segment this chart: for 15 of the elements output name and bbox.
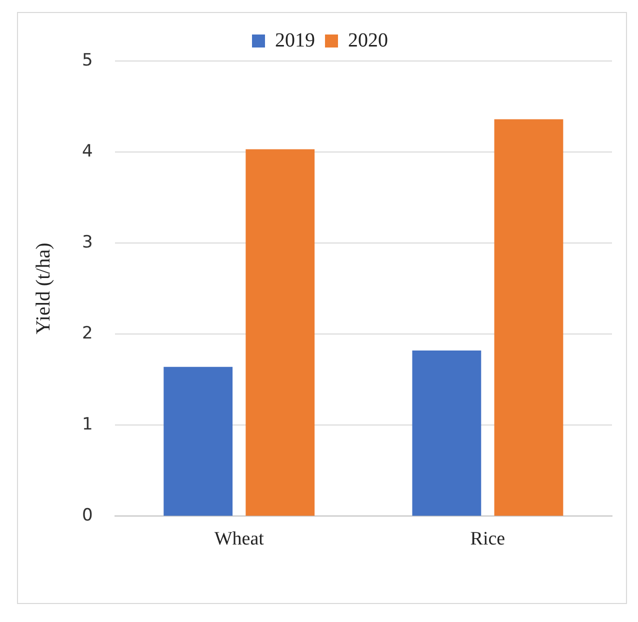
- y-tick-label: 2: [82, 324, 93, 344]
- y-tick-label: 0: [82, 506, 93, 526]
- y-tick-label: 1: [82, 414, 93, 435]
- y-tick-label: 3: [82, 232, 93, 252]
- bar: [246, 149, 315, 516]
- y-axis-title: Yield (t/ha): [32, 242, 54, 334]
- legend-label: 2020: [348, 29, 388, 52]
- bar: [494, 119, 564, 516]
- x-tick-label: Wheat: [214, 528, 265, 550]
- y-tick-label: 4: [82, 141, 93, 162]
- y-tick-label: 5: [82, 50, 93, 70]
- x-tick-label: Rice: [470, 528, 506, 550]
- bar: [164, 366, 233, 516]
- legend-label: 2019: [275, 29, 315, 52]
- bar: [412, 350, 482, 516]
